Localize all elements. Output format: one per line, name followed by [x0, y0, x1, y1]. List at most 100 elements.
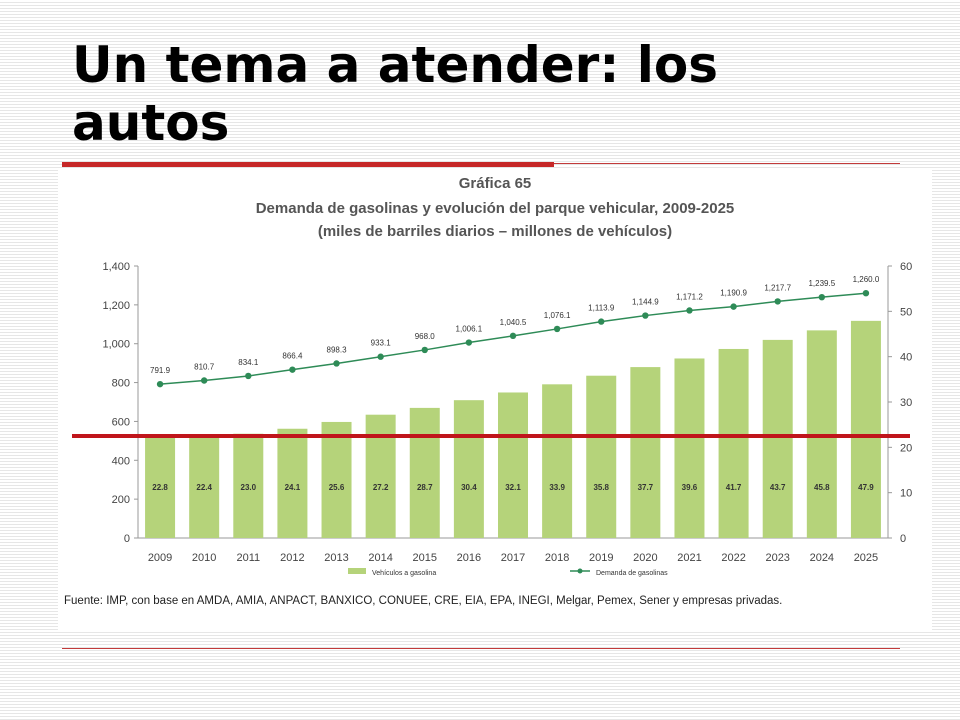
demand-point-2011 — [245, 372, 252, 380]
bar-label: 28.7 — [417, 483, 433, 492]
bar-label: 32.1 — [505, 483, 521, 492]
bar-2019 — [586, 375, 617, 538]
demand-label: 866.4 — [282, 352, 303, 361]
bar-2012 — [277, 428, 308, 538]
right-tick-label: 40 — [900, 352, 912, 364]
demand-label: 1,260.0 — [853, 275, 880, 284]
bar-2010 — [189, 436, 220, 538]
bar-2017 — [498, 392, 528, 538]
demand-label: 1,171.2 — [676, 292, 703, 301]
demand-point-2013 — [333, 360, 340, 367]
x-tick-label: 2019 — [589, 552, 613, 564]
bar-label: 35.8 — [593, 483, 609, 492]
demand-label: 1,006.1 — [456, 325, 483, 334]
x-tick-label: 2024 — [810, 552, 834, 564]
demand-point-2010 — [200, 377, 208, 384]
bar-2013 — [321, 421, 352, 538]
demand-label: 810.7 — [194, 362, 215, 371]
bar-label: 24.1 — [285, 483, 301, 492]
bar-label: 22.8 — [152, 483, 168, 492]
bar-2011 — [233, 433, 264, 538]
bar-2018 — [542, 384, 573, 538]
legend-marker-line — [577, 568, 583, 574]
left-tick-label: 0 — [124, 533, 130, 545]
right-tick-label: 50 — [900, 306, 912, 318]
demand-point-2012 — [289, 366, 296, 373]
demand-label: 1,076.1 — [544, 311, 571, 320]
x-tick-label: 2011 — [236, 552, 260, 564]
x-tick-label: 2018 — [545, 552, 569, 564]
x-tick-label: 2022 — [721, 552, 745, 564]
x-tick-label: 2012 — [280, 552, 304, 564]
bar-label: 39.6 — [682, 483, 698, 492]
x-tick-label: 2017 — [501, 552, 525, 564]
left-tick-label: 400 — [112, 455, 130, 467]
right-tick-label: 60 — [900, 261, 912, 273]
x-tick-label: 2021 — [677, 552, 701, 564]
demand-point-2018 — [553, 325, 561, 333]
bar-label: 30.4 — [461, 483, 477, 492]
bar-2020 — [630, 367, 661, 538]
demand-point-2019 — [598, 318, 605, 325]
bar-2021 — [674, 358, 705, 538]
bar-label: 27.2 — [373, 483, 389, 492]
right-tick-label: 30 — [900, 397, 912, 409]
demand-point-2025 — [862, 290, 870, 297]
bar-label: 37.7 — [638, 483, 654, 492]
bar-2025 — [850, 320, 881, 538]
x-tick-label: 2009 — [148, 552, 172, 564]
chart-heading: Gráfica 65 — [459, 175, 532, 192]
slide-title: Un tema a atender: los autos — [72, 36, 718, 152]
left-tick-label: 600 — [112, 416, 130, 428]
chart-subtitle: (miles de barriles diarios – millones de… — [318, 223, 672, 240]
left-tick-label: 200 — [112, 494, 130, 506]
demand-label: 1,217.7 — [764, 283, 791, 292]
bar-2015 — [409, 407, 440, 538]
demand-point-2009 — [156, 380, 164, 388]
bar-label: 23.0 — [241, 483, 257, 492]
title-accent-rule — [62, 162, 554, 167]
bar-2016 — [453, 400, 484, 538]
bottom-rule — [62, 648, 900, 649]
demand-label: 1,239.5 — [808, 279, 835, 288]
bar-label: 45.8 — [814, 483, 830, 492]
legend-label-bars: Vehículos a gasolina — [372, 570, 436, 577]
left-tick-label: 1,000 — [102, 339, 130, 351]
bar-label: 41.7 — [726, 483, 742, 492]
bar-label: 22.4 — [196, 483, 212, 492]
right-tick-label: 0 — [900, 533, 906, 545]
x-tick-label: 2023 — [765, 552, 789, 564]
demand-point-2022 — [730, 303, 737, 310]
right-tick-label: 20 — [900, 442, 912, 454]
bar-label: 25.6 — [329, 483, 345, 492]
x-tick-label: 2016 — [457, 552, 481, 564]
demand-point-2023 — [774, 298, 781, 305]
bar-2023 — [762, 339, 793, 538]
bar-label: 43.7 — [770, 483, 786, 492]
demand-label: 1,113.9 — [588, 304, 615, 313]
chart-title: Demanda de gasolinas y evolución del par… — [256, 200, 735, 217]
bar-2022 — [718, 348, 749, 538]
demand-point-2014 — [377, 353, 384, 360]
x-tick-label: 2010 — [192, 552, 216, 564]
chart-svg: Gráfica 65 Demanda de gasolinas y evoluci… — [64, 175, 912, 607]
demand-point-2024 — [818, 293, 826, 301]
x-tick-label: 2014 — [368, 552, 392, 564]
right-tick-label: 10 — [900, 488, 912, 500]
x-tick-label: 2020 — [633, 552, 657, 564]
demand-label: 968.0 — [415, 332, 436, 341]
left-tick-label: 800 — [112, 378, 130, 390]
demand-label: 791.9 — [150, 366, 171, 375]
bar-label: 47.9 — [858, 483, 874, 492]
demand-point-2017 — [509, 332, 517, 340]
demand-label: 898.3 — [327, 345, 348, 354]
x-tick-label: 2013 — [324, 552, 348, 564]
demand-point-2015 — [421, 346, 428, 354]
chart-source: Fuente: IMP, con base en AMDA, AMIA, ANP… — [64, 595, 782, 607]
left-tick-label: 1,400 — [102, 261, 130, 273]
x-tick-label: 2025 — [854, 552, 878, 564]
chart-panel: Gráfica 65 Demanda de gasolinas y evoluci… — [58, 168, 932, 630]
demand-label: 834.1 — [238, 358, 259, 367]
bar-2009 — [145, 434, 176, 538]
left-tick-label: 1,200 — [102, 300, 130, 312]
